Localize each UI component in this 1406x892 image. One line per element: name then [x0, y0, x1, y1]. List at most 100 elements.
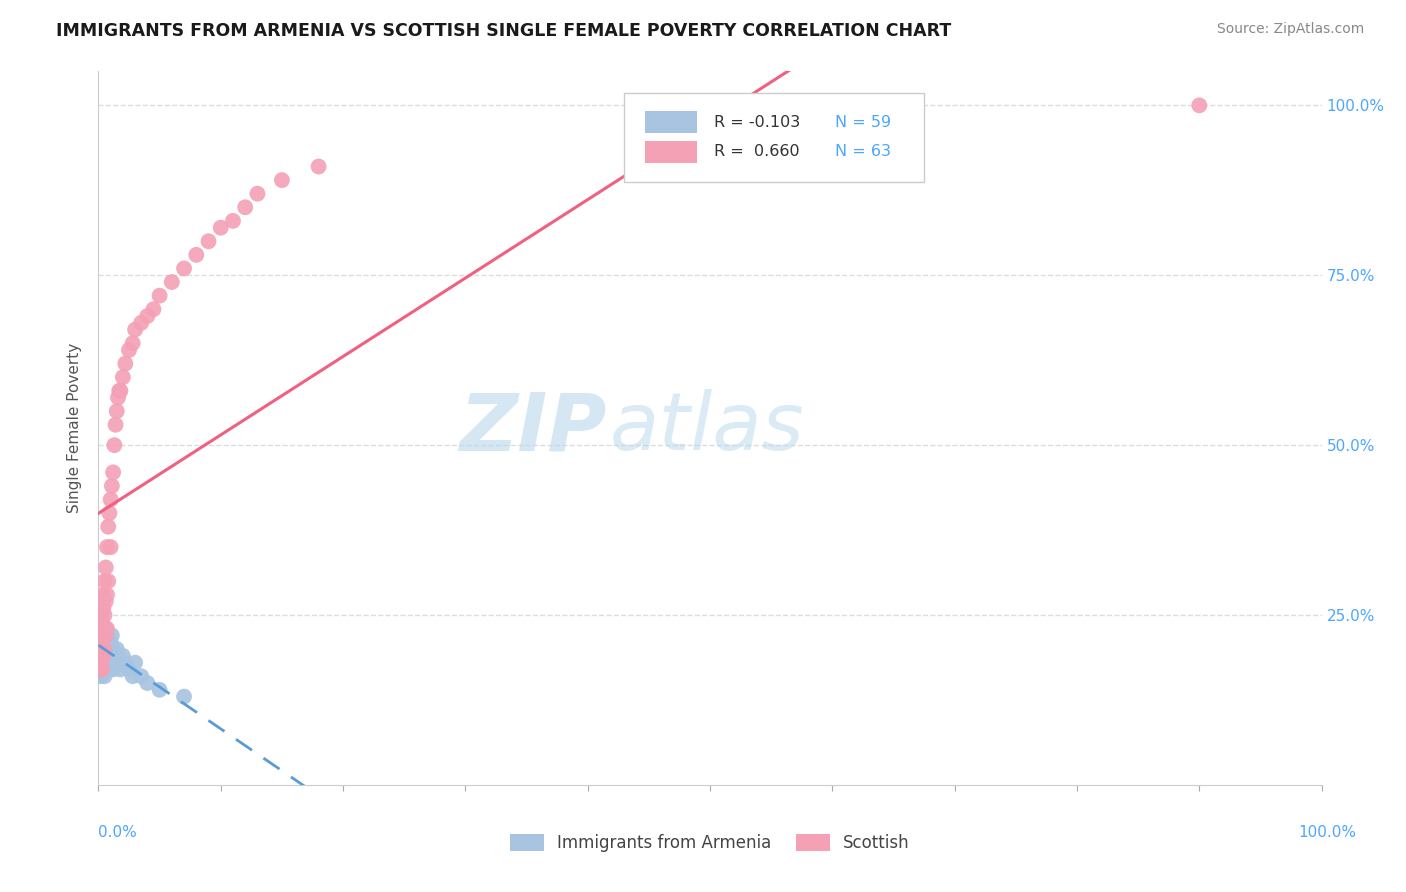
Point — [114, 357, 136, 371]
Point — [90, 628, 112, 642]
Text: IMMIGRANTS FROM ARMENIA VS SCOTTISH SINGLE FEMALE POVERTY CORRELATION CHART: IMMIGRANTS FROM ARMENIA VS SCOTTISH SING… — [56, 22, 952, 40]
Point — [233, 200, 256, 214]
Point — [101, 628, 124, 642]
Point — [114, 656, 136, 670]
Legend: Immigrants from Armenia, Scottish: Immigrants from Armenia, Scottish — [503, 827, 917, 859]
Point — [124, 323, 146, 337]
Point — [98, 642, 121, 657]
Point — [103, 438, 125, 452]
Point — [93, 628, 115, 642]
Point — [108, 384, 131, 398]
Text: R =  0.660: R = 0.660 — [714, 145, 800, 160]
Point — [93, 642, 115, 657]
Point — [101, 656, 124, 670]
Point — [91, 628, 114, 642]
Point — [121, 669, 143, 683]
Point — [94, 648, 117, 663]
Point — [160, 275, 183, 289]
Point — [91, 662, 114, 676]
Point — [96, 642, 118, 657]
Point — [110, 662, 132, 676]
Point — [91, 648, 114, 663]
Text: N = 63: N = 63 — [835, 145, 891, 160]
Point — [121, 336, 143, 351]
Point — [94, 628, 117, 642]
Point — [90, 635, 112, 649]
Point — [97, 662, 120, 676]
Point — [222, 214, 245, 228]
Point — [91, 588, 114, 602]
Point — [90, 669, 112, 683]
Point — [91, 622, 114, 636]
Point — [90, 642, 112, 657]
Point — [101, 662, 124, 676]
Point — [173, 261, 195, 276]
Point — [97, 519, 120, 533]
Point — [97, 574, 120, 588]
Point — [89, 662, 111, 676]
Text: R = -0.103: R = -0.103 — [714, 114, 800, 129]
Point — [136, 309, 159, 323]
Point — [89, 642, 111, 657]
Point — [101, 466, 124, 480]
Point — [107, 648, 129, 663]
Point — [246, 186, 269, 201]
Point — [90, 622, 112, 636]
Point — [197, 234, 219, 248]
Point — [90, 662, 112, 676]
Point — [96, 622, 118, 636]
Point — [149, 288, 172, 302]
Point — [93, 608, 115, 623]
Point — [89, 648, 111, 663]
Point — [91, 648, 114, 663]
Point — [93, 574, 115, 588]
Point — [90, 648, 112, 663]
Point — [129, 669, 152, 683]
Text: 100.0%: 100.0% — [1299, 825, 1357, 840]
Point — [101, 479, 124, 493]
Point — [100, 648, 122, 663]
Point — [124, 656, 146, 670]
Point — [98, 656, 121, 670]
Point — [173, 690, 195, 704]
Point — [97, 635, 120, 649]
Point — [91, 656, 114, 670]
Point — [93, 669, 115, 683]
Point — [100, 635, 122, 649]
Point — [104, 656, 127, 670]
Point — [91, 635, 114, 649]
Point — [101, 642, 124, 657]
Point — [90, 656, 112, 670]
Point — [91, 615, 114, 629]
FancyBboxPatch shape — [645, 141, 696, 162]
Point — [96, 540, 118, 554]
Text: Source: ZipAtlas.com: Source: ZipAtlas.com — [1216, 22, 1364, 37]
Point — [90, 656, 112, 670]
Point — [118, 662, 141, 676]
Point — [91, 601, 114, 615]
Point — [209, 220, 232, 235]
Point — [89, 628, 111, 642]
Point — [91, 662, 114, 676]
Point — [90, 608, 112, 623]
Text: N = 59: N = 59 — [835, 114, 891, 129]
Point — [1188, 98, 1211, 112]
Point — [91, 648, 114, 663]
Text: atlas: atlas — [610, 389, 804, 467]
Point — [89, 635, 111, 649]
Point — [100, 492, 122, 507]
Point — [96, 628, 118, 642]
Point — [186, 248, 208, 262]
FancyBboxPatch shape — [624, 93, 924, 182]
Point — [110, 384, 132, 398]
Point — [111, 648, 134, 663]
Point — [91, 635, 114, 649]
Point — [91, 642, 114, 657]
Point — [270, 173, 294, 187]
Point — [89, 628, 111, 642]
Point — [91, 628, 114, 642]
Point — [105, 642, 128, 657]
Point — [142, 302, 165, 317]
Point — [91, 622, 114, 636]
Point — [91, 662, 114, 676]
